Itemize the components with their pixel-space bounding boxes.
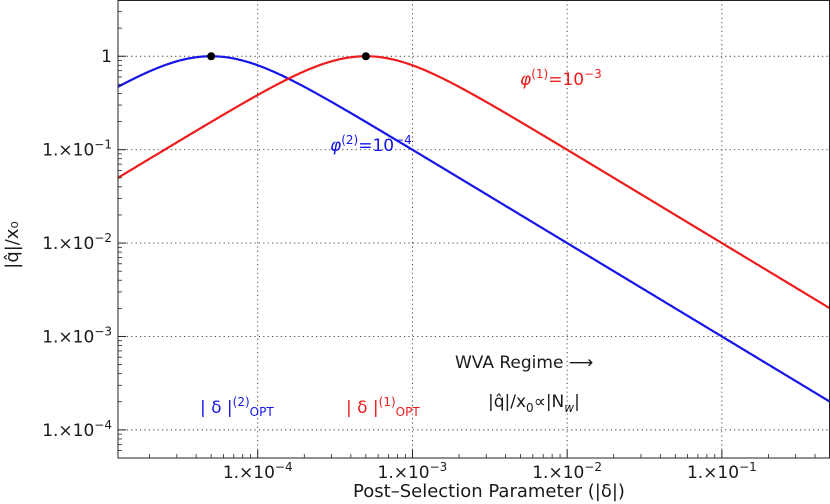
tick-marks [118, 0, 830, 459]
x-tick-label-3: 1.×10−1 [687, 460, 757, 483]
wva-regime-formula: |q̂|/x0∝|Nw| [488, 392, 580, 415]
optimum-points [207, 52, 370, 61]
y-tick-label-3: 1.×10−3 [42, 324, 112, 347]
y-tick-label-1: 1.×10−1 [42, 138, 112, 161]
y-tick-label-2: 1.×10−2 [42, 231, 112, 254]
series-line-phi2-blue [117, 55, 830, 403]
wva-regime-title: WVA Regime ⟶ [455, 353, 593, 373]
x-tick-label-1: 1.×10−3 [378, 460, 448, 483]
series-line-phi1-red [117, 55, 830, 310]
x-tick-label-0: 1.×10−4 [223, 460, 293, 483]
plot-frame [117, 0, 830, 459]
x-tick-label-2: 1.×10−2 [532, 460, 602, 483]
series-curves [117, 55, 830, 403]
optimum-point-phi2 [207, 52, 216, 61]
x-axis-label: Post–Selection Parameter (|δ|) [353, 481, 625, 502]
delta1-opt-annotation: | δ |(1)OPT [346, 395, 420, 419]
y-tick-label-0: 1 [101, 47, 112, 67]
tick-labels: 1.×10−4 1.×10−3 1.×10−2 1.×10−1 1 1.×10−1 1.×1… [42, 47, 757, 483]
phi1-annotation: φ(1)=10−3 [520, 67, 602, 90]
y-tick-label-4: 1.×10−4 [42, 418, 112, 441]
y-axis-label: |q̂|/x₀ [2, 221, 23, 269]
phi2-annotation: φ(2)=10−4 [330, 133, 412, 156]
delta2-opt-annotation: | δ |(2)OPT [200, 395, 274, 419]
optimum-point-phi1 [361, 52, 370, 61]
grid-lines [118, 0, 830, 458]
